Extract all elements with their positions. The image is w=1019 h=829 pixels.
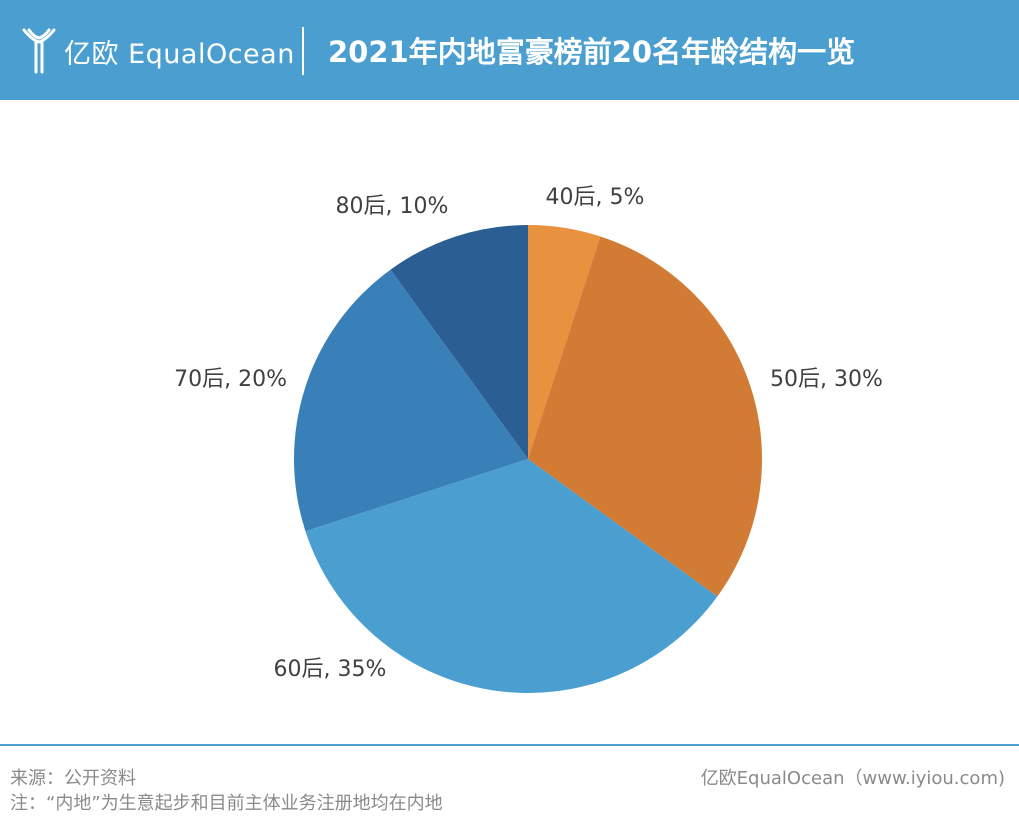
pie-chart: 40后, 5% 50后, 30% 60后, 35% 70后, 20% 80后, 10%	[174, 185, 883, 694]
slice-label-80后: 80后, 10%	[336, 194, 449, 219]
pie-slice-70后	[293, 269, 528, 532]
slice-label-60后: 60后, 35%	[274, 657, 387, 682]
pie-labels: 40后, 5% 50后, 30% 60后, 35% 70后, 20% 80后, 10%	[174, 185, 883, 682]
credit-text: 亿欧EqualOcean（www.iyiou.com)	[700, 768, 1005, 789]
slice-label-50后: 50后, 30%	[770, 367, 883, 392]
footer-divider	[0, 744, 1019, 746]
pie-slices	[293, 225, 763, 694]
brand-name: 亿欧 EqualOcean	[64, 39, 295, 70]
header-divider	[302, 27, 304, 75]
slice-label-40后: 40后, 5%	[546, 185, 645, 210]
pie-slice-40后	[528, 225, 601, 459]
page-title: 2021年内地富豪榜前20名年龄结构一览	[328, 35, 856, 69]
pie-slice-80后	[390, 225, 528, 459]
slice-label-70后: 70后, 20%	[174, 367, 287, 392]
header-banner: 亿欧 EqualOcean 2021年内地富豪榜前20名年龄结构一览	[0, 0, 1019, 100]
logo-icon	[22, 28, 56, 74]
source-text: 来源：公开资料	[10, 768, 136, 789]
note-text: 注：“内地”为生意起步和目前主体业务注册地均在内地	[10, 793, 443, 814]
pie-slice-50后	[528, 236, 763, 597]
pie-slice-60后	[305, 459, 718, 694]
